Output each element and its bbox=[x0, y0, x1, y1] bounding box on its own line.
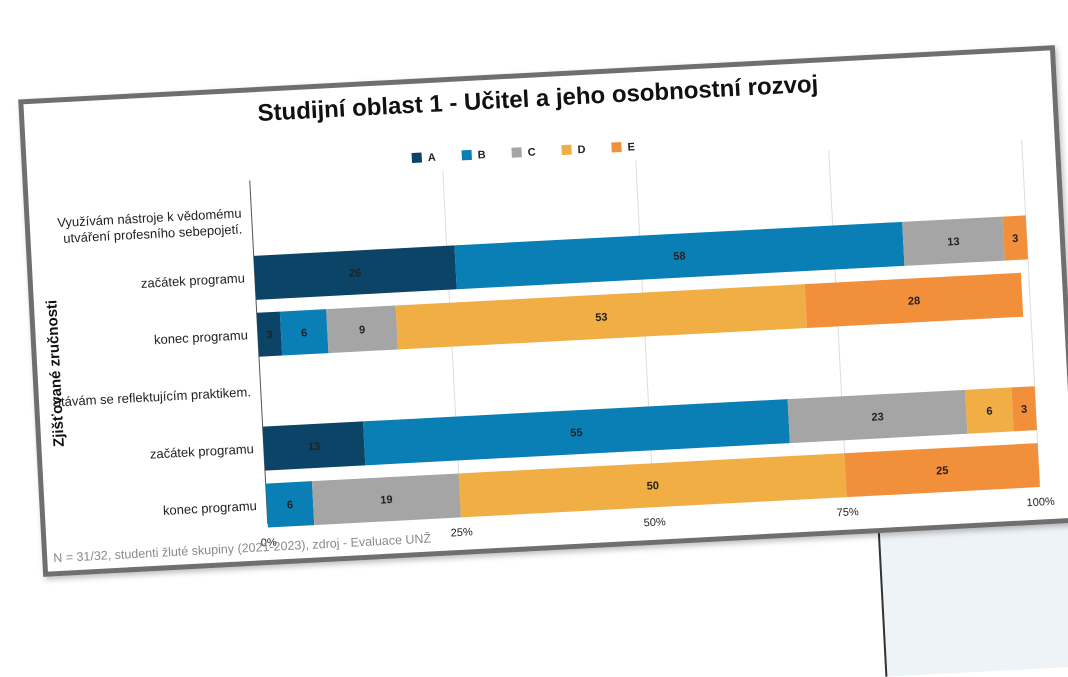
bar-segment bbox=[326, 305, 398, 354]
legend-swatch bbox=[561, 144, 572, 156]
category-label-line: začátek programu bbox=[149, 441, 254, 461]
legend-label: D bbox=[577, 144, 586, 156]
bar-segment bbox=[1002, 215, 1028, 261]
bar-segment bbox=[265, 481, 315, 528]
bar-segment bbox=[844, 443, 1040, 498]
chart-card: Studijní oblast 1 - Učitel a jeho osobno… bbox=[18, 45, 1068, 577]
category-label: začátek programu bbox=[141, 270, 246, 290]
category-label: Stávám se reflektujícím praktikem. bbox=[52, 384, 251, 409]
data-label: 28 bbox=[908, 295, 921, 308]
data-label: 6 bbox=[287, 499, 294, 511]
category-label: začátek programu bbox=[149, 441, 254, 461]
legend-swatch bbox=[411, 152, 423, 163]
x-tick-label: 0% bbox=[261, 537, 278, 550]
gridline bbox=[1021, 140, 1041, 484]
data-label: 26 bbox=[349, 267, 362, 280]
legend-swatch bbox=[461, 149, 472, 161]
legend-swatch bbox=[611, 141, 622, 153]
category-label: konec programu bbox=[154, 327, 249, 347]
bar-segment bbox=[965, 387, 1014, 434]
bar-segment bbox=[804, 272, 1024, 329]
legend-label: A bbox=[428, 152, 437, 164]
data-label: 23 bbox=[871, 411, 884, 424]
category-label: konec programu bbox=[163, 498, 258, 518]
bar-segment bbox=[279, 309, 329, 356]
data-label: 58 bbox=[673, 250, 686, 263]
data-label: 19 bbox=[380, 494, 393, 507]
chart-svg: 0% 25% 50% 75% 100% A B C D E Využívám nástroje k … bbox=[52, 140, 1055, 550]
x-tick-label: 100% bbox=[1026, 496, 1055, 509]
data-label: 13 bbox=[947, 236, 960, 249]
category-label: Využívám nástroje k vědomémuutváření pro… bbox=[57, 205, 243, 246]
category-label-line: začátek programu bbox=[141, 270, 246, 290]
data-label: 6 bbox=[986, 405, 993, 417]
data-label: 13 bbox=[308, 441, 321, 454]
legend-swatch bbox=[511, 147, 522, 158]
data-label: 6 bbox=[301, 327, 308, 339]
x-tick-label: 25% bbox=[450, 526, 473, 539]
legend-label: B bbox=[477, 149, 486, 161]
bar-segment bbox=[395, 284, 808, 350]
data-label: 3 bbox=[1012, 233, 1019, 245]
bar-segment bbox=[253, 245, 457, 300]
bar-segment bbox=[311, 473, 461, 526]
bar-segment bbox=[454, 221, 905, 290]
data-label: 55 bbox=[570, 427, 583, 440]
bar-segment bbox=[458, 453, 847, 518]
data-label: 9 bbox=[359, 324, 366, 336]
legend-label: C bbox=[527, 146, 536, 158]
data-label: 3 bbox=[266, 329, 273, 341]
category-label-line: konec programu bbox=[163, 498, 258, 518]
x-tick-label: 75% bbox=[836, 506, 859, 519]
bar-segment bbox=[787, 389, 968, 444]
data-label: 3 bbox=[1021, 404, 1028, 416]
x-tick-label: 50% bbox=[643, 516, 666, 529]
bar-segment bbox=[1011, 386, 1037, 432]
data-label: 53 bbox=[595, 311, 608, 324]
legend-label: E bbox=[627, 141, 635, 153]
bar-segment bbox=[902, 216, 1005, 266]
bar-segment bbox=[363, 399, 790, 466]
category-label-line: Stávám se reflektujícím praktikem. bbox=[52, 384, 251, 409]
bar-segment bbox=[256, 311, 283, 357]
data-label: 25 bbox=[936, 465, 949, 478]
category-label-line: konec programu bbox=[154, 327, 249, 347]
bar-segment bbox=[262, 421, 366, 471]
data-label: 50 bbox=[646, 480, 659, 493]
